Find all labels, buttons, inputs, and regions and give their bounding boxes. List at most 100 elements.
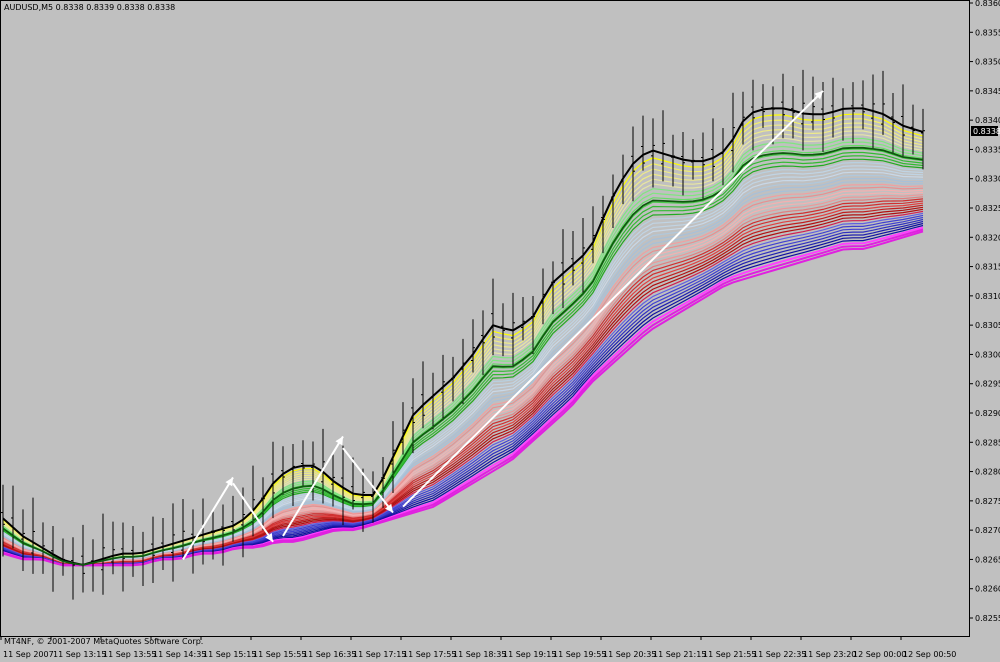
y-tick-label: 0.8345 <box>975 87 1000 96</box>
price-bar <box>361 468 365 532</box>
price-bar <box>791 85 795 139</box>
x-tick-label: 11 Sep 16:35 <box>303 650 356 659</box>
x-tick-label: 11 Sep 19:55 <box>553 650 606 659</box>
price-bar <box>561 229 565 309</box>
price-bar <box>751 79 755 151</box>
price-bar <box>101 513 105 595</box>
price-bar <box>301 440 305 487</box>
trend-arrow <box>342 447 394 514</box>
fast-ma-line <box>2 107 924 566</box>
price-bar <box>761 84 765 128</box>
price-bar <box>591 206 595 264</box>
price-bar <box>821 82 825 152</box>
copyright-text: MT4NF, © 2001-2007 MetaQuotes Software C… <box>4 637 203 646</box>
y-tick-label: 0.8315 <box>975 263 1000 272</box>
price-bar <box>21 509 25 571</box>
x-tick-label: 11 Sep 17:15 <box>353 650 406 659</box>
trend-arrow <box>402 90 824 508</box>
price-bar <box>651 118 655 188</box>
y-tick-label: 0.8255 <box>975 614 1000 623</box>
x-tick-label: 11 Sep 20:35 <box>603 650 656 659</box>
price-tag-text: 0.8338 <box>973 127 1000 136</box>
price-bar <box>271 441 275 519</box>
medium-ma-line <box>2 146 924 566</box>
price-bar <box>341 445 345 526</box>
price-bar <box>31 497 35 574</box>
price-bar <box>71 537 75 600</box>
x-tick-label: 11 Sep 2007 <box>3 650 54 659</box>
y-tick-label: 0.8325 <box>975 204 1000 213</box>
price-bar <box>181 498 185 560</box>
price-bar <box>521 296 525 341</box>
price-bar <box>351 457 355 510</box>
trend-arrow <box>282 435 344 537</box>
price-bar <box>681 132 685 196</box>
x-tick-label: 11 Sep 17:55 <box>403 650 456 659</box>
trend-arrow <box>182 476 234 560</box>
price-bar <box>491 278 495 356</box>
price-bar <box>711 118 715 182</box>
price-bar <box>281 446 285 495</box>
chart-header: AUDUSD,M5 0.8338 0.8339 0.8338 0.8338 <box>4 3 175 12</box>
price-bar <box>781 73 785 139</box>
price-bar <box>481 310 485 376</box>
price-bar <box>231 495 235 542</box>
price-bar <box>311 441 315 501</box>
x-tick-label: 11 Sep 18:35 <box>453 650 506 659</box>
x-tick-label: 12 Sep 00:00 <box>853 650 906 659</box>
price-bar <box>401 402 405 455</box>
price-bar <box>881 70 885 135</box>
y-tick-label: 0.8285 <box>975 438 1000 447</box>
price-bar <box>171 503 175 582</box>
price-bar <box>321 428 325 504</box>
trend-arrows <box>182 90 824 560</box>
price-bar <box>471 319 475 373</box>
x-tick-label: 11 Sep 21:55 <box>703 650 756 659</box>
y-tick-label: 0.8265 <box>975 555 1000 564</box>
price-bar <box>901 84 905 158</box>
x-tick-label: 12 Sep 00:50 <box>903 650 956 659</box>
price-bar <box>641 115 645 171</box>
y-tick-label: 0.8295 <box>975 380 1000 389</box>
x-tick-label: 11 Sep 22:35 <box>753 650 806 659</box>
price-bar <box>701 132 705 200</box>
price-bar <box>731 92 735 173</box>
price-bar <box>861 80 865 130</box>
y-tick-label: 0.8305 <box>975 321 1000 330</box>
price-bar <box>891 93 895 155</box>
y-tick-label: 0.8355 <box>975 28 1000 37</box>
ma-lines <box>2 107 924 566</box>
price-bar <box>571 231 575 286</box>
ribbon-line <box>2 230 924 567</box>
x-tick-label: 11 Sep 15:55 <box>253 650 306 659</box>
x-tick-label: 11 Sep 14:35 <box>153 650 206 659</box>
price-bar <box>501 303 505 357</box>
price-bar <box>1 484 5 557</box>
trend-arrow <box>232 482 274 543</box>
price-bar <box>661 110 665 182</box>
price-bar <box>831 77 835 138</box>
y-tick-label: 0.8335 <box>975 145 1000 154</box>
x-tick-label: 11 Sep 23:20 <box>803 650 856 659</box>
x-tick-label: 11 Sep 13:15 <box>53 650 106 659</box>
price-tag: 0.8338 <box>971 126 1000 136</box>
x-tick-label: 11 Sep 13:55 <box>103 650 156 659</box>
price-bar <box>81 524 85 593</box>
price-bar <box>811 76 815 131</box>
x-tick-label: 11 Sep 15:15 <box>203 650 256 659</box>
